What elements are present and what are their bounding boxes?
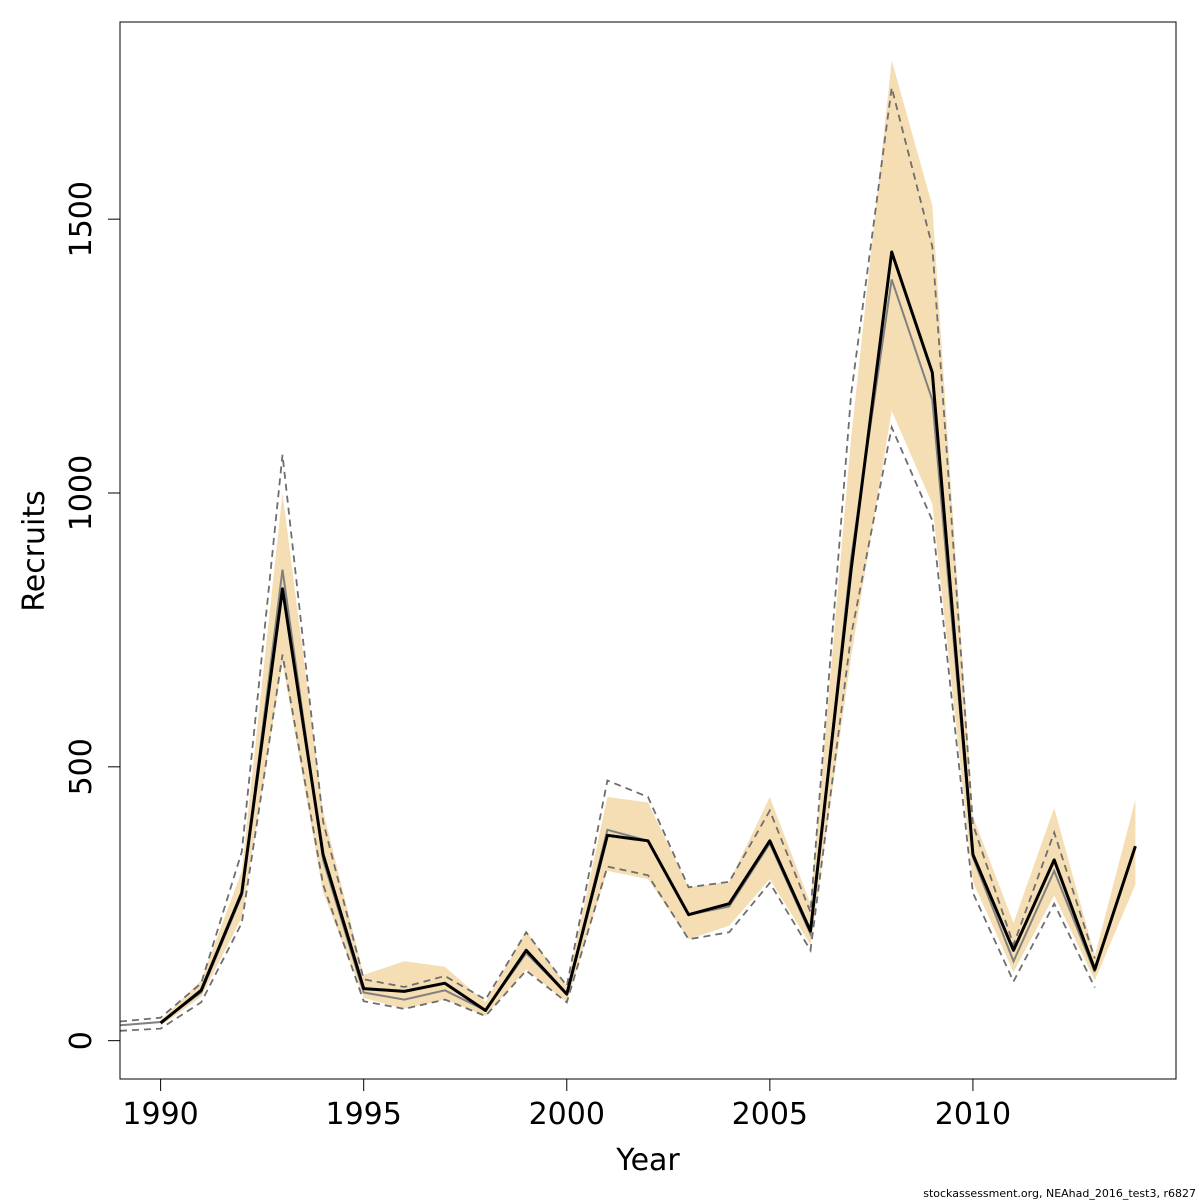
x-tick-label: 1990 bbox=[122, 1097, 198, 1132]
x-tick-label: 2000 bbox=[529, 1097, 605, 1132]
y-axis-title: Recruits bbox=[17, 490, 52, 612]
footer-credit: stockassessment.org, NEAhad_2016_test3, … bbox=[923, 1187, 1196, 1200]
alternative-upper-ci-line bbox=[119, 87, 1096, 1023]
x-axis: 1990 1995 2000 2005 2010 bbox=[122, 1078, 1011, 1132]
y-tick-label: 1500 bbox=[64, 181, 99, 257]
plot-content bbox=[119, 60, 1137, 1032]
y-axis: 0 500 1000 1500 bbox=[64, 181, 121, 1050]
x-tick-label: 1995 bbox=[326, 1097, 402, 1132]
y-tick-label: 1000 bbox=[64, 455, 99, 531]
main-estimate-line bbox=[159, 250, 1137, 1025]
alternative-lower-ci-line bbox=[119, 424, 1096, 1032]
y-tick-label: 500 bbox=[64, 738, 99, 795]
y-tick-label: 0 bbox=[64, 1031, 99, 1050]
x-axis-title: Year bbox=[615, 1143, 680, 1178]
alternative-estimate-line bbox=[119, 279, 1096, 1027]
x-tick-label: 2005 bbox=[732, 1097, 808, 1132]
x-tick-label: 2010 bbox=[935, 1097, 1011, 1132]
uncertainty-band bbox=[160, 60, 1136, 1026]
